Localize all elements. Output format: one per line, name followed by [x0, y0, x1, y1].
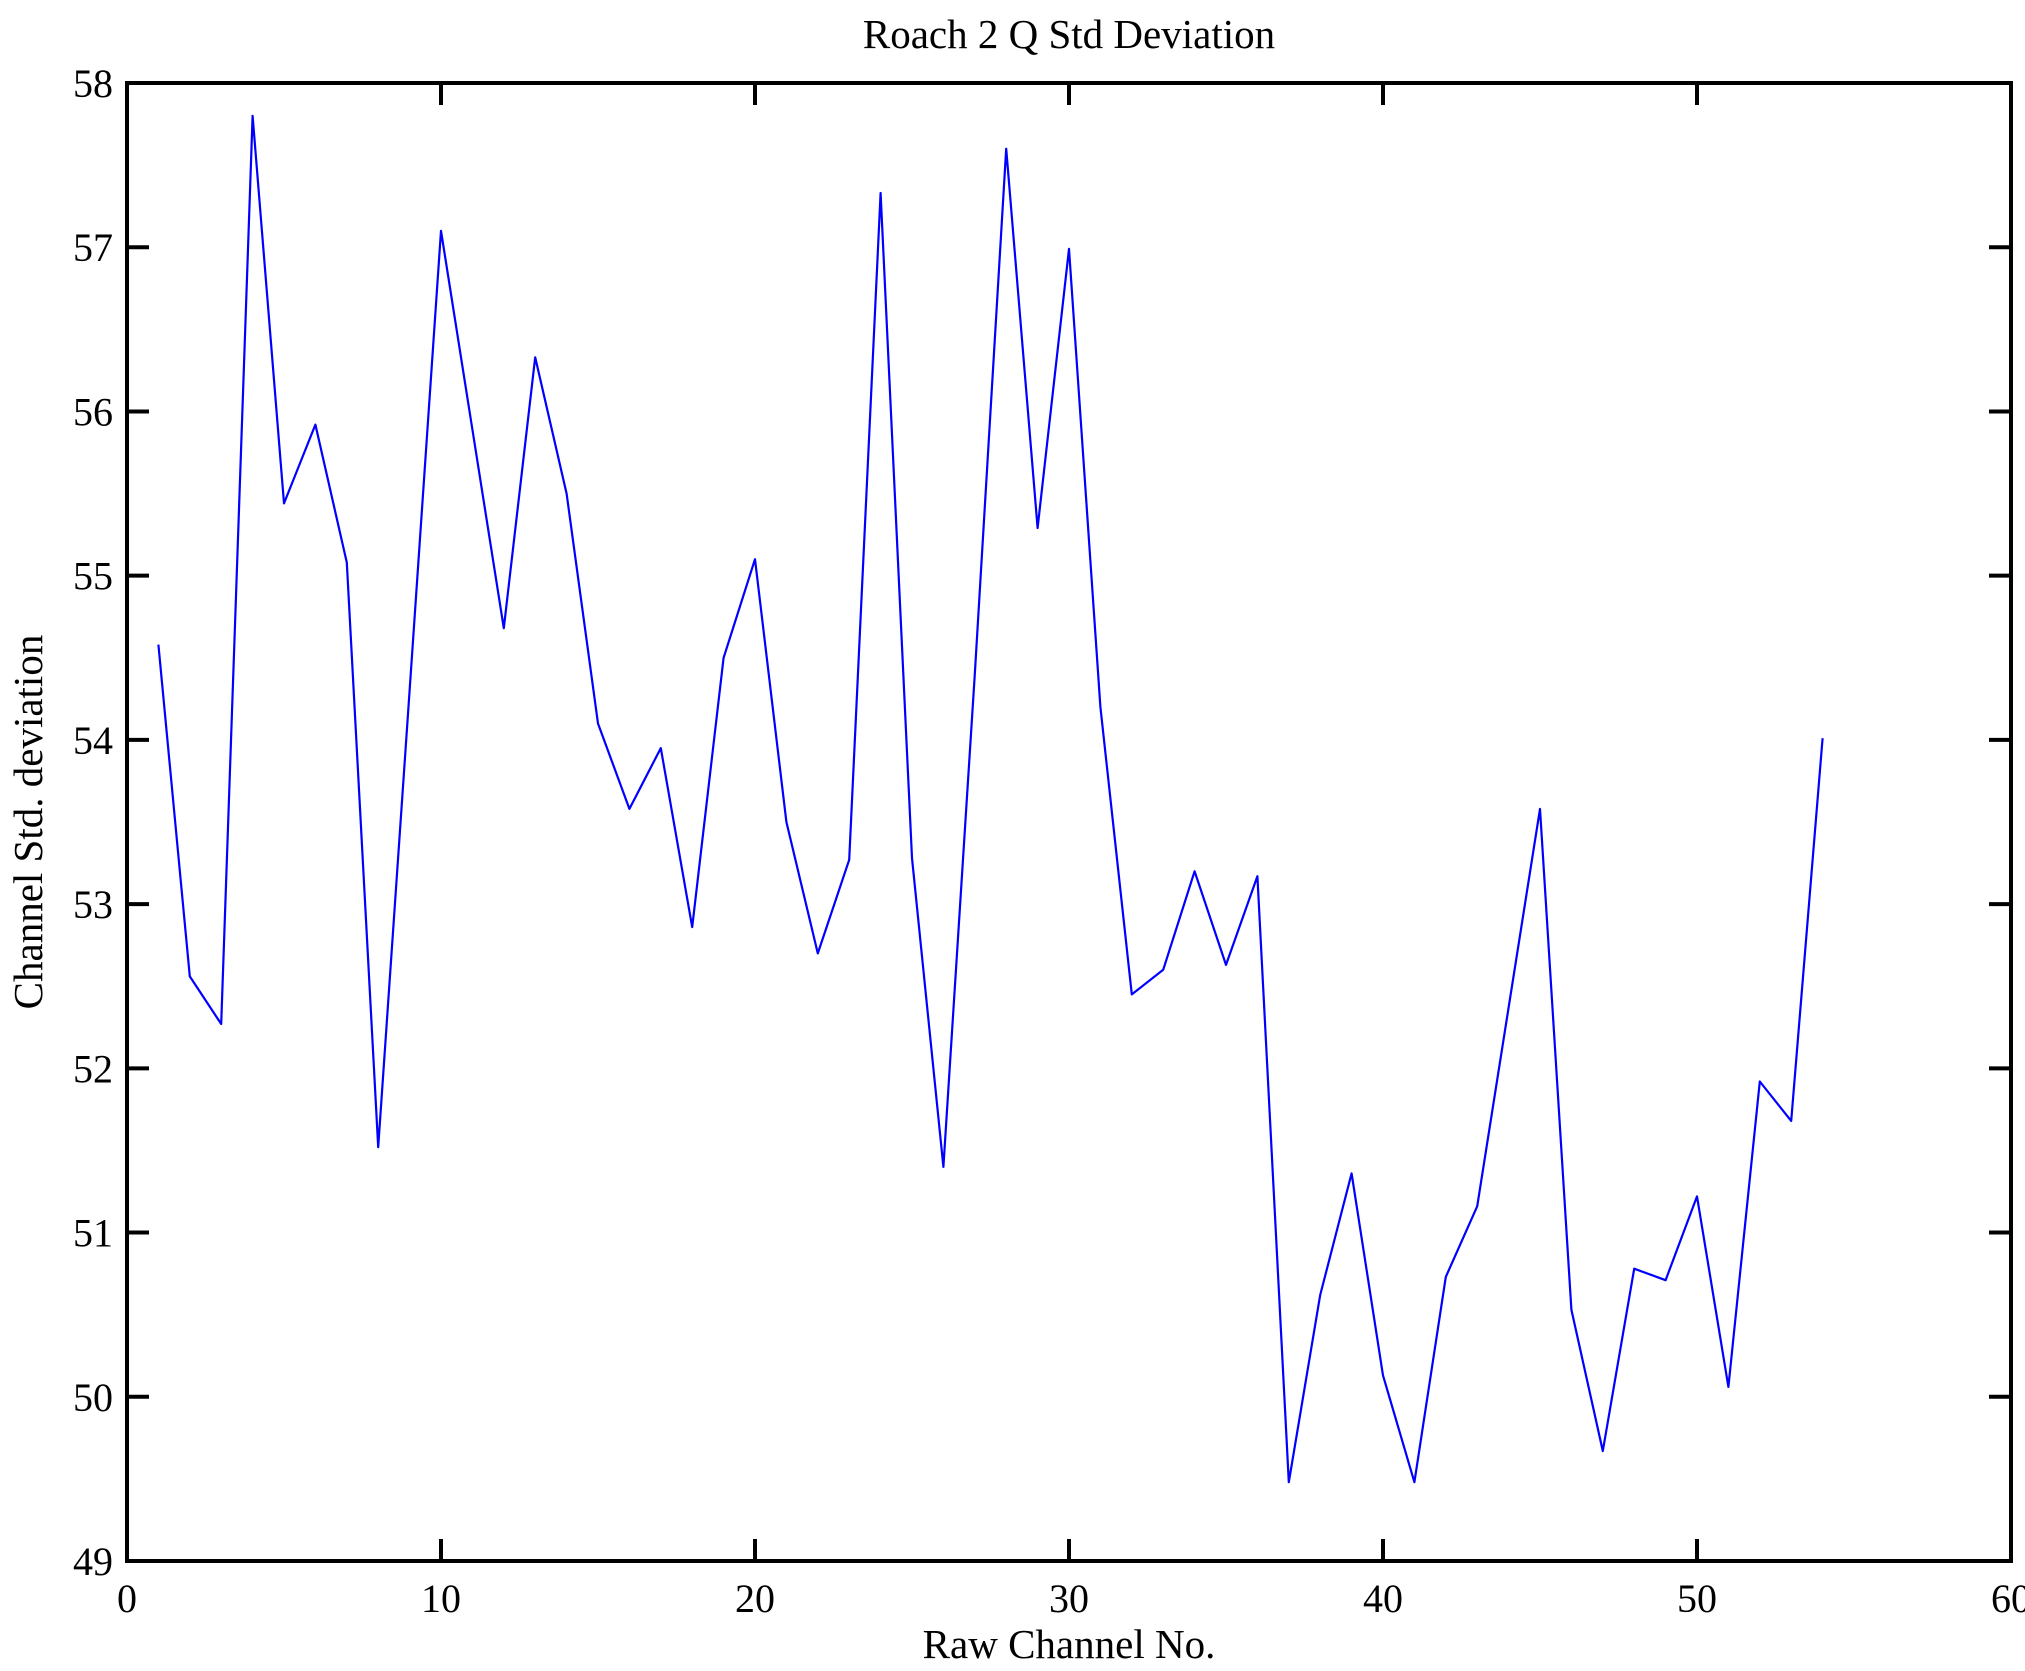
y-tick-label: 53 — [73, 882, 113, 927]
x-tick-label: 20 — [735, 1576, 775, 1621]
plot-frame — [125, 81, 2013, 1563]
x-tick-label: 10 — [421, 1576, 461, 1621]
y-tick-label: 51 — [73, 1211, 113, 1256]
y-tick-label: 55 — [73, 554, 113, 599]
chart-title: Roach 2 Q Std Deviation — [863, 11, 1275, 57]
data-line-series — [157, 114, 1824, 1484]
y-tick-label: 58 — [73, 61, 113, 106]
y-tick-label: 57 — [73, 225, 113, 270]
x-tick-label: 50 — [1677, 1576, 1717, 1621]
y-tick-label: 49 — [73, 1539, 113, 1584]
y-tick-labels: 49 50 51 52 53 54 55 56 57 58 — [73, 61, 113, 1584]
y-tick-label: 56 — [73, 389, 113, 434]
x-tick-label: 60 — [1991, 1576, 2025, 1621]
x-tick-label: 40 — [1363, 1576, 1403, 1621]
x-tick-label: 0 — [117, 1576, 137, 1621]
x-axis-label: Raw Channel No. — [923, 1621, 1216, 1667]
x-tick-label: 30 — [1049, 1576, 1089, 1621]
y-axis-label: Channel Std. deviation — [5, 635, 51, 1010]
y-tick-label: 54 — [73, 718, 113, 763]
axis-ticks — [125, 81, 2013, 1563]
y-tick-label: 50 — [73, 1375, 113, 1420]
x-tick-labels: 0 10 20 30 40 50 60 — [117, 1576, 2025, 1621]
y-tick-label: 52 — [73, 1046, 113, 1091]
